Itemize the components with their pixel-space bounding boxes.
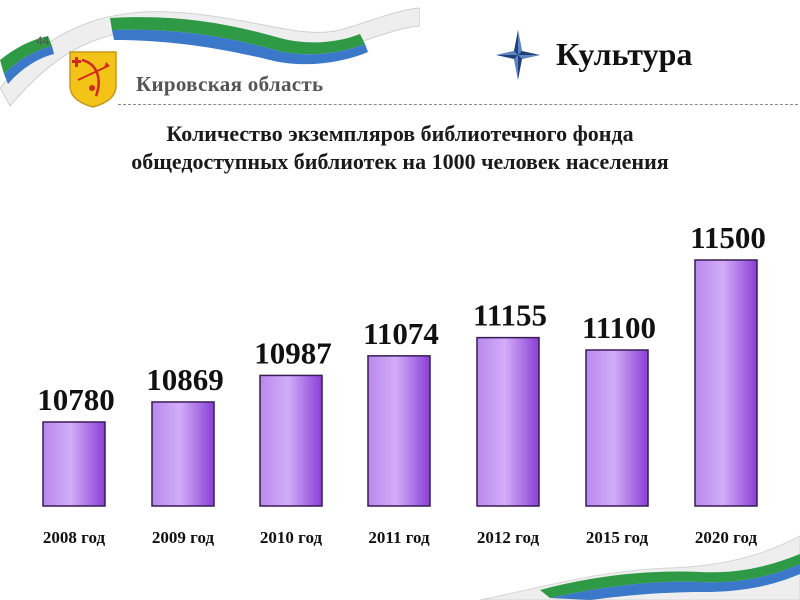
category-label-2: 2010 год — [260, 528, 323, 547]
section-title: Культура — [556, 36, 693, 72]
data-label-1: 10869 — [146, 362, 224, 397]
kirov-coat-of-arms-icon — [69, 51, 117, 108]
slide-number: 44 — [36, 34, 50, 48]
bar-6 — [694, 259, 758, 507]
category-label-5: 2015 год — [586, 528, 649, 547]
category-label-4: 2012 год — [477, 528, 540, 547]
chart-title-line-1: Количество экземпляров библиотечного фон… — [166, 121, 634, 146]
region-name: Кировская область — [136, 72, 324, 96]
data-label-2: 10987 — [254, 335, 332, 370]
chart-title: Количество экземпляров библиотечного фон… — [0, 120, 800, 176]
bar-0 — [42, 421, 106, 507]
category-label-1: 2009 год — [152, 528, 215, 547]
bar-1 — [151, 401, 215, 507]
header-divider — [118, 104, 798, 105]
ribbon-decoration-top — [0, 7, 420, 107]
four-point-star-icon — [496, 30, 540, 80]
bar-3 — [367, 355, 431, 507]
bar-2 — [259, 374, 323, 507]
data-label-4: 11155 — [473, 298, 547, 333]
ribbon-decoration-bottom — [480, 535, 800, 600]
data-label-6: 11500 — [690, 220, 766, 255]
bar-5 — [585, 349, 649, 507]
category-label-6: 2020 год — [695, 528, 758, 547]
category-label-3: 2011 год — [368, 528, 430, 547]
chart-title-line-2: общедоступных библиотек на 1000 человек … — [131, 149, 669, 174]
data-label-5: 11100 — [582, 310, 656, 345]
category-label-0: 2008 год — [43, 528, 106, 547]
data-label-0: 10780 — [37, 382, 115, 417]
data-label-3: 11074 — [363, 316, 439, 351]
bar-4 — [476, 336, 540, 507]
